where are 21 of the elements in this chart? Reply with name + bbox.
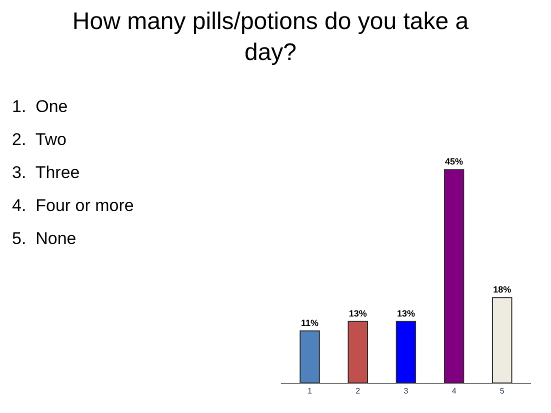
- text: 3. Three: [12, 163, 80, 182]
- x-tick-label: 5: [500, 386, 505, 396]
- text: 1. One: [12, 97, 68, 116]
- x-tick-label: 2: [356, 386, 361, 396]
- bar: [348, 320, 368, 383]
- text: 2. Two: [12, 130, 66, 149]
- chart-title: How many pills/potions do you take a day?: [72, 8, 470, 66]
- text: 4. Four or more: [12, 196, 134, 215]
- data-label: 18%: [493, 284, 512, 295]
- bar: [300, 330, 320, 383]
- x-tick-label: 4: [452, 386, 457, 396]
- data-label: 11%: [301, 318, 319, 328]
- x-tick-label: 1: [308, 386, 313, 396]
- data-label: 13%: [396, 308, 415, 318]
- data-label: 13%: [348, 308, 367, 318]
- x-tick-label: 3: [404, 386, 409, 396]
- bar: [444, 169, 464, 383]
- bar: [492, 297, 512, 383]
- data-label: 45%: [445, 156, 464, 167]
- bar: [396, 320, 416, 383]
- text: 5. None: [12, 229, 76, 248]
